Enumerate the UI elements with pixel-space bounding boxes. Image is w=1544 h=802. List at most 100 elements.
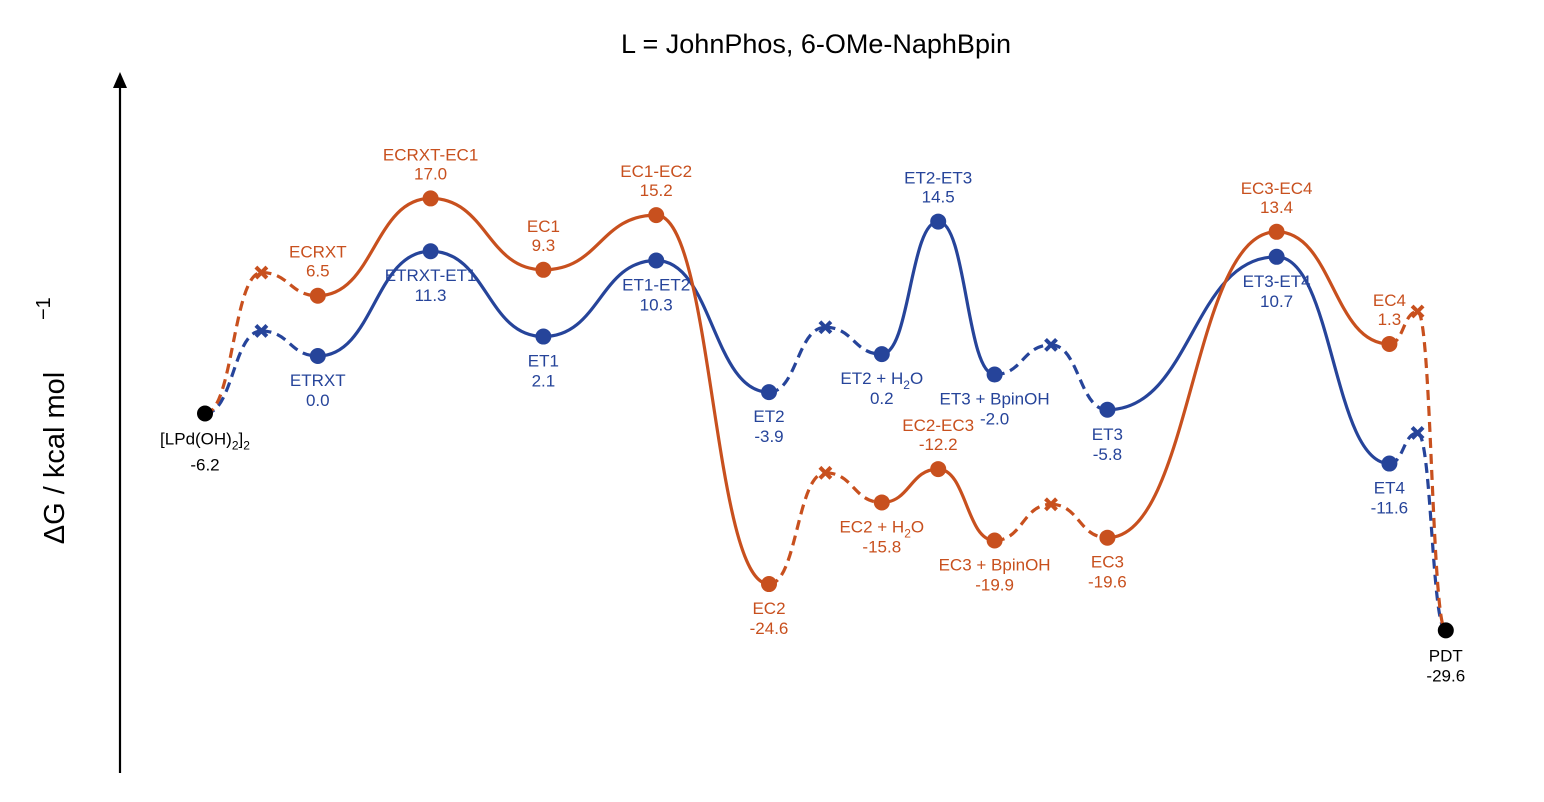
data-label-ec1-ec2: EC1-EC2 15.2 (620, 162, 692, 200)
label-name: EC1-EC2 (620, 162, 692, 181)
label-name: ET2-ET3 (904, 169, 972, 188)
label-value: -19.6 (1088, 573, 1127, 592)
ec-segment-5 (655, 213, 770, 586)
label-value: 10.3 (640, 296, 673, 315)
label-value: 13.4 (1260, 198, 1293, 217)
label-name: ET1 (528, 352, 559, 371)
ec-segment-10 (994, 502, 1052, 543)
et-segment-1 (261, 329, 318, 358)
et-cross-marker-1 (254, 324, 269, 338)
ec-segment-7 (825, 471, 882, 505)
ec-segment-11 (1050, 502, 1108, 540)
ec-segment-0 (204, 270, 262, 416)
point-ec3-ec4 (1268, 223, 1285, 240)
ec-segment-8 (881, 467, 939, 505)
label-name: ET4 (1374, 479, 1405, 498)
y-axis-arrowhead (113, 72, 127, 88)
ec-cross-marker-7 (818, 465, 833, 480)
data-label-ec1: EC1 9.3 (527, 217, 560, 255)
ec-cross-marker-1 (254, 265, 269, 280)
point-et3-et4 (1268, 248, 1285, 265)
y-axis (113, 72, 127, 773)
et-segment-0 (204, 329, 262, 416)
point-start (197, 405, 213, 422)
y-axis-label-exponent: −1 (33, 297, 55, 320)
data-label-ec2-ec3: EC2-EC3 -12.2 (902, 416, 974, 454)
data-label-ecrxt-ec1: ECRXT-EC1 17.0 (383, 145, 478, 183)
label-value: -29.6 (1426, 666, 1465, 685)
et-segment-6 (768, 325, 826, 394)
point-etrxt-et1 (422, 243, 439, 260)
point-ec2 (761, 576, 777, 593)
label-value: 1.3 (1378, 310, 1402, 329)
label-name: ETRXT (290, 371, 346, 390)
point-ec1-ec2 (648, 207, 665, 224)
data-label-etrxt: ETRXT 0.0 (290, 371, 346, 410)
marker-layer (197, 190, 1454, 639)
et-cross-marker-7 (818, 320, 833, 335)
y-axis-label-main: ΔG / kcal mol (39, 372, 71, 544)
label-name: EC3 (1091, 553, 1124, 572)
label-name: EC3-EC4 (1241, 179, 1313, 198)
data-label-ec3-bpinoh: EC3 + BpinOH -19.9 (939, 555, 1051, 594)
data-label-ec4: EC4 1.3 (1373, 291, 1406, 329)
label-value: -11.6 (1371, 499, 1409, 518)
point-ec2-ec3 (930, 461, 947, 478)
label-name: ET3 + BpinOH (940, 390, 1050, 409)
data-label-start: [LPd(OH)2]2 -6.2 (160, 429, 250, 474)
chart-title: L = JohnPhos, 6-OMe-NaphBpin (621, 29, 1011, 59)
data-label-et4: ET4 -11.6 (1371, 479, 1409, 518)
data-label-ec2-h2o: EC2 + H2O -15.8 (839, 517, 924, 556)
label-value: -19.9 (975, 575, 1014, 594)
label-subscript: 2 (243, 438, 250, 452)
label-subscript: 2 (904, 526, 911, 540)
label-value: -24.6 (750, 619, 789, 638)
label-value: 15.2 (640, 181, 673, 200)
point-et2-h2o (873, 346, 890, 363)
point-ec1 (535, 261, 552, 278)
point-ecrxt-ec1 (422, 190, 439, 207)
label-name-tail: O (910, 369, 923, 388)
et-segment-8 (881, 219, 939, 356)
data-label-ec3: EC3 -19.6 (1088, 553, 1127, 592)
et-segment-7 (825, 325, 882, 356)
point-et3 (1099, 401, 1116, 418)
data-label-et1-et2: ET1-ET2 10.3 (622, 276, 690, 315)
label-value: -12.2 (919, 435, 958, 454)
point-etrxt (309, 348, 326, 364)
label-value: 2.1 (532, 372, 556, 391)
et-cross-marker-11 (1044, 337, 1058, 352)
ec-segment-2 (317, 196, 431, 298)
label-name: EC2-EC3 (902, 416, 974, 435)
label-value: 9.3 (532, 236, 556, 255)
et-segment-3 (430, 249, 544, 339)
ec-segment-3 (430, 196, 544, 272)
et-segment-4 (543, 258, 657, 339)
y-axis-label: ΔG / kcal mol (39, 372, 71, 544)
et-segment-9 (937, 219, 996, 377)
et-segment-13 (1276, 255, 1390, 466)
label-value: 6.5 (306, 262, 330, 281)
label-name: ET3-ET4 (1243, 272, 1311, 291)
label-value: -3.9 (754, 427, 783, 446)
ec-cross-marker-15 (1410, 304, 1425, 319)
point-et2 (761, 384, 777, 401)
label-name: ECRXT (289, 243, 347, 262)
label-subscript: 2 (903, 378, 910, 392)
label-name-tail: ] (239, 429, 244, 448)
point-ec4 (1381, 335, 1398, 352)
ec-segment-12 (1107, 230, 1277, 540)
data-label-ec3-ec4: EC3-EC4 13.4 (1241, 179, 1313, 217)
label-value: -2.0 (980, 410, 1009, 429)
label-name: ET2 (753, 407, 784, 426)
et-segment-15 (1416, 431, 1448, 632)
label-value: -15.8 (862, 537, 901, 556)
label-name: ETRXT-ET1 (385, 266, 477, 285)
point-ec2-h2o (873, 494, 890, 511)
ec-segment-13 (1276, 230, 1390, 346)
ec-segment-15 (1416, 309, 1448, 632)
label-value: 17.0 (414, 164, 447, 183)
label-value: 0.2 (870, 389, 894, 408)
series-layer (204, 196, 1448, 632)
